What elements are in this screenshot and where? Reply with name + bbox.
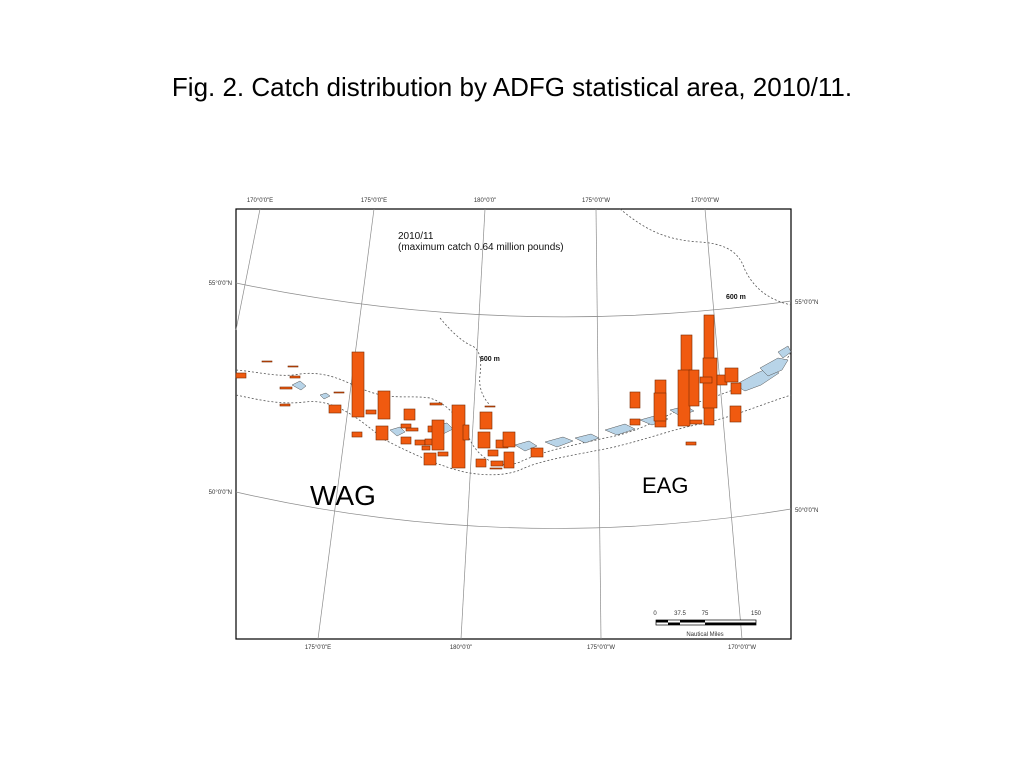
catch-bar	[429, 402, 443, 406]
catch-bar	[279, 403, 291, 407]
catch-bar	[489, 467, 503, 470]
left-tick: 55°0'0"N	[209, 281, 232, 287]
season-label: 2010/11	[398, 231, 434, 242]
scale-tick: 150	[751, 611, 762, 617]
top-tick: 175°0'0"E	[361, 198, 387, 204]
top-tick: 180°0'0"	[474, 198, 496, 204]
catch-bar	[235, 372, 247, 379]
catch-bar	[400, 436, 412, 445]
tick-labels-top: 170°0'0"E 175°0'0"E 180°0'0" 175°0'0"W 1…	[247, 198, 720, 204]
catch-bar	[688, 369, 700, 407]
catch-bar	[503, 451, 515, 469]
catch-bar	[405, 427, 419, 432]
meridian-175e	[317, 208, 375, 640]
tick-labels-bottom: 175°0'0"E 180°0'0" 175°0'0"W 170°0'0"W	[305, 645, 757, 651]
catch-bar	[479, 411, 493, 430]
catch-bar	[279, 386, 293, 390]
catch-bar	[484, 405, 496, 408]
eag-label: EAG	[642, 473, 688, 498]
tick-labels-right: 55°0'0"N 50°0'0"N	[795, 300, 818, 514]
catch-bar	[414, 439, 426, 446]
catch-bar	[685, 441, 697, 446]
meridian-170w	[704, 208, 743, 640]
meridian-180	[460, 208, 486, 640]
scale-unit: Nautical Miles	[686, 632, 723, 638]
catch-bar	[261, 360, 273, 363]
catch-bar	[530, 447, 544, 458]
catch-bar	[328, 404, 342, 414]
slide-title: Fig. 2. Catch distribution by ADFG stati…	[171, 72, 853, 102]
catch-bar	[487, 449, 499, 457]
catch-bar	[689, 419, 703, 425]
catch-bar	[400, 423, 412, 429]
top-tick: 170°0'0"W	[691, 198, 719, 204]
parallel-55n	[235, 282, 792, 318]
bottom-tick: 175°0'0"W	[587, 645, 615, 651]
depth-label: 600 m	[726, 294, 746, 301]
catch-bar	[365, 409, 377, 415]
catch-bar	[289, 375, 301, 379]
catch-bar	[431, 419, 445, 451]
max-catch-label: (maximum catch 0.64 million pounds)	[398, 242, 564, 253]
scale-tick: 37.5	[674, 611, 686, 617]
catch-bar	[629, 391, 641, 409]
right-tick: 50°0'0"N	[795, 508, 818, 514]
parallel-50n	[235, 491, 792, 529]
catch-bar	[351, 351, 365, 418]
catch-bar	[490, 460, 504, 467]
catch-bar	[287, 365, 299, 368]
right-tick: 55°0'0"N	[795, 300, 818, 306]
catch-bar	[333, 391, 345, 394]
bottom-tick: 180°0'0"	[450, 645, 472, 651]
depth-contours	[235, 208, 792, 476]
catch-bar	[462, 424, 470, 441]
meridian-170e	[235, 208, 261, 331]
catch-bar	[375, 425, 389, 441]
catch-bar	[423, 452, 437, 466]
catch-bar	[437, 451, 449, 457]
meridian-175w	[595, 208, 602, 640]
catch-bar	[629, 418, 641, 426]
catch-bar	[502, 431, 516, 448]
wag-label: WAG	[310, 480, 376, 511]
catch-bar	[421, 445, 431, 451]
bottom-tick: 170°0'0"W	[728, 645, 756, 651]
catch-bar	[677, 369, 691, 427]
catch-bar	[477, 431, 491, 449]
scale-bar: 0 37.5 75 150 Nautical Miles	[653, 611, 761, 638]
scale-tick: 75	[702, 611, 709, 617]
scale-tick: 0	[653, 611, 657, 617]
catch-bars	[235, 314, 742, 470]
catch-bar	[377, 390, 391, 420]
left-tick: 50°0'0"N	[209, 490, 232, 496]
catch-bar	[729, 405, 742, 423]
tick-labels-left: 55°0'0"N 50°0'0"N	[209, 281, 232, 496]
top-tick: 175°0'0"W	[582, 198, 610, 204]
catch-bar	[403, 408, 416, 421]
catch-bar	[730, 382, 742, 395]
catch-bar	[724, 367, 739, 383]
graticule	[235, 208, 792, 640]
catch-bar	[699, 376, 713, 384]
bottom-tick: 175°0'0"E	[305, 645, 331, 651]
catch-bar	[351, 431, 363, 438]
catch-bar	[475, 458, 487, 468]
top-tick: 170°0'0"E	[247, 198, 273, 204]
depth-label: 600 m	[480, 356, 500, 363]
catch-bar	[653, 392, 667, 422]
